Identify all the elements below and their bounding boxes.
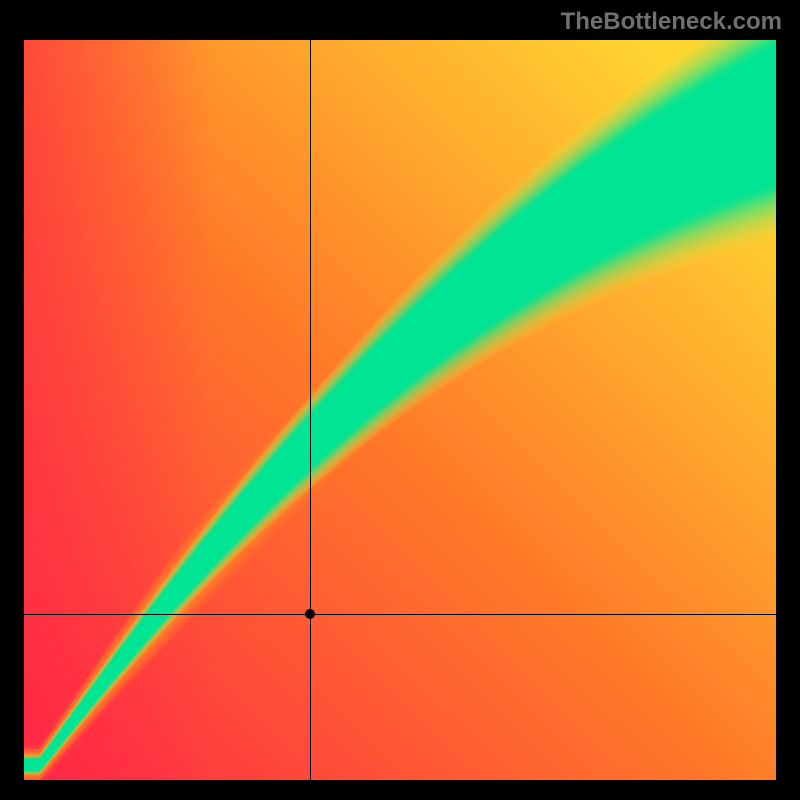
watermark-text: TheBottleneck.com <box>561 8 782 36</box>
data-point-marker <box>305 609 315 619</box>
crosshair-vertical <box>310 40 311 780</box>
chart-container: TheBottleneck.com <box>0 0 800 800</box>
bottleneck-heatmap <box>24 40 776 780</box>
crosshair-horizontal <box>24 614 776 615</box>
